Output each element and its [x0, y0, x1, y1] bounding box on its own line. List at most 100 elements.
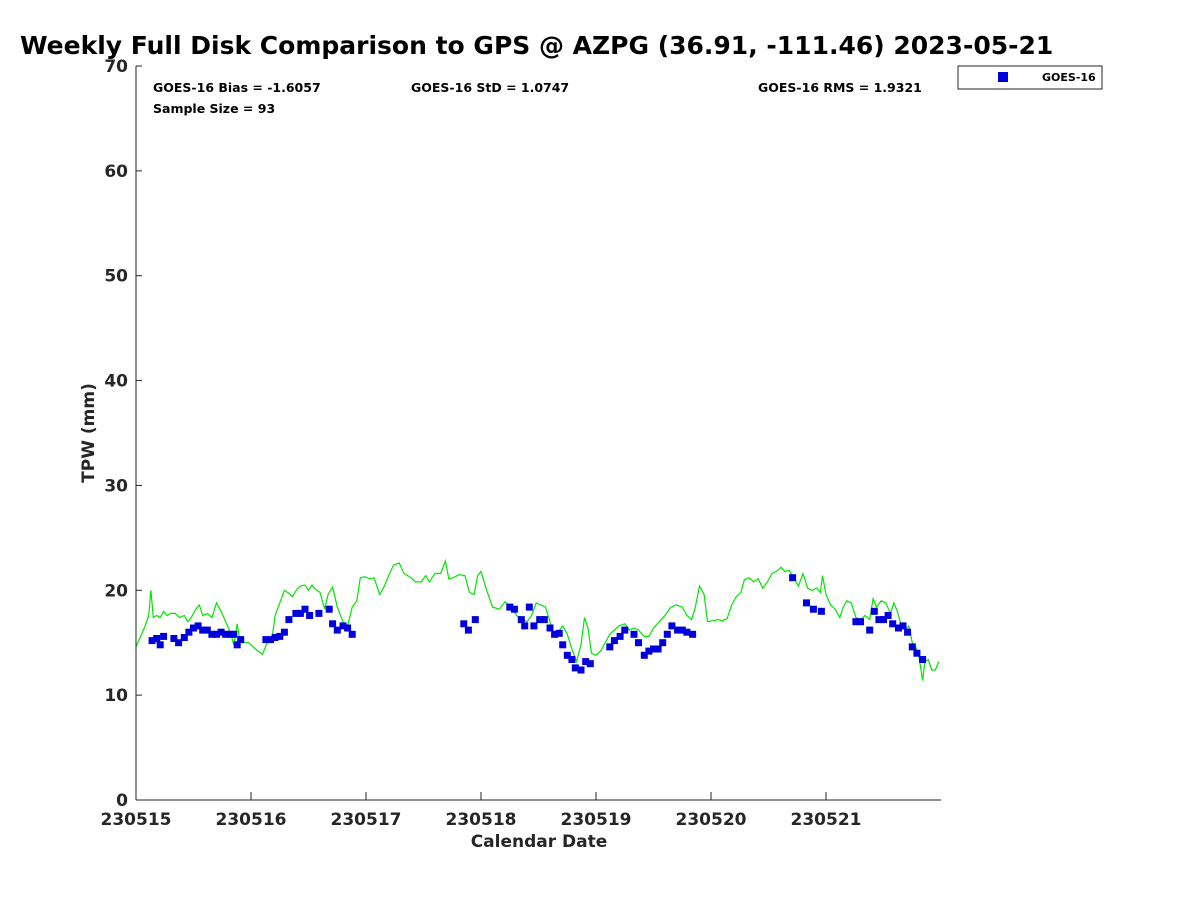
x-ticks: 230515 230516 230517 230518 230519 230520 2305…: [101, 792, 862, 830]
data-point: [344, 624, 352, 632]
data-point: [659, 639, 667, 647]
data-point: [610, 637, 618, 645]
y-tick-label: 10: [104, 686, 128, 706]
data-point: [267, 636, 274, 644]
data-point: [919, 656, 927, 663]
data-point: [809, 605, 817, 613]
data-point: [213, 630, 220, 638]
x-tick-label: 230518: [446, 810, 517, 830]
data-point: [521, 622, 529, 630]
sample-size-stat: Sample Size = 93: [153, 101, 275, 116]
data-point: [884, 612, 892, 619]
data-point: [464, 626, 472, 634]
data-point: [536, 616, 544, 624]
legend-entry-goes16: GOES-16: [1042, 71, 1096, 84]
data-point: [460, 620, 468, 628]
y-tick-label: 20: [104, 581, 128, 601]
data-point: [789, 574, 797, 582]
data-point: [175, 639, 183, 647]
data-point: [895, 624, 902, 632]
data-point: [217, 628, 225, 636]
data-point: [190, 624, 197, 632]
data-point: [199, 626, 207, 634]
data-point: [194, 622, 202, 630]
y-tick-label: 60: [104, 162, 128, 182]
data-point: [348, 630, 356, 638]
legend: GOES-16: [957, 65, 1103, 90]
data-point: [271, 634, 279, 641]
data-point: [582, 658, 590, 666]
y-tick-label: 30: [104, 476, 128, 496]
data-point: [817, 607, 825, 615]
data-point: [170, 635, 178, 642]
data-point: [577, 666, 585, 674]
legend-box: [957, 65, 1103, 90]
x-tick-label: 230521: [791, 810, 862, 830]
data-point: [875, 616, 883, 624]
data-point: [616, 632, 624, 640]
data-point: [280, 628, 288, 636]
x-axis-label: Calendar Date: [471, 832, 608, 852]
data-point: [857, 618, 864, 626]
chart-title: Weekly Full Disk Comparison to GPS @ AZP…: [20, 31, 1053, 60]
data-point: [285, 616, 293, 624]
data-point: [292, 609, 300, 617]
data-point: [506, 603, 514, 611]
data-point: [568, 656, 576, 663]
data-point: [148, 637, 156, 645]
data-point: [586, 660, 594, 668]
plot-area: [136, 66, 941, 800]
x-tick-label: 230515: [101, 810, 172, 830]
data-point: [237, 636, 245, 644]
data-point: [571, 664, 579, 672]
data-point: [530, 622, 538, 630]
data-point: [904, 628, 912, 636]
std-stat: GOES-16 StD = 1.0747: [411, 80, 569, 95]
data-point: [315, 609, 323, 617]
data-point: [296, 609, 304, 617]
data-point: [635, 639, 642, 647]
data-point: [329, 620, 337, 628]
data-point: [559, 641, 567, 649]
data-point: [674, 626, 682, 634]
y-axis-label: TPW (mm): [79, 383, 99, 483]
data-point: [555, 629, 563, 637]
data-point: [510, 605, 518, 613]
data-point: [870, 607, 878, 615]
x-tick-label: 230516: [216, 810, 287, 830]
data-point: [525, 603, 533, 611]
data-point: [276, 632, 284, 640]
data-point: [913, 649, 921, 657]
data-point: [180, 634, 188, 641]
axes: [135, 66, 941, 801]
legend-marker-square: [998, 72, 1008, 82]
data-point: [325, 605, 333, 613]
data-point: [156, 641, 164, 649]
data-point: [540, 616, 548, 624]
data-point: [208, 630, 216, 638]
data-point: [640, 651, 648, 659]
x-tick-label: 230519: [561, 810, 632, 830]
data-point: [233, 641, 241, 649]
gps-series-line: [135, 558, 940, 681]
data-point: [153, 635, 161, 642]
x-tick-label: 230520: [676, 810, 747, 830]
data-point: [889, 620, 897, 628]
data-point: [551, 630, 559, 638]
data-point: [803, 599, 810, 607]
y-tick-label: 0: [116, 791, 128, 811]
data-point: [650, 645, 657, 653]
data-point: [683, 628, 691, 636]
rms-stat: GOES-16 RMS = 1.9321: [758, 80, 922, 95]
data-point: [262, 636, 270, 644]
y-ticks: 0 10 20 30 40 50 60 70: [104, 57, 142, 811]
data-point: [333, 626, 341, 634]
x-tick-label: 230517: [331, 810, 402, 830]
data-point: [517, 616, 525, 624]
data-point: [654, 645, 662, 653]
bias-stat: GOES-16 Bias = -1.6057: [153, 80, 321, 95]
data-point: [471, 616, 479, 624]
data-point: [678, 626, 686, 634]
data-point: [689, 630, 697, 638]
